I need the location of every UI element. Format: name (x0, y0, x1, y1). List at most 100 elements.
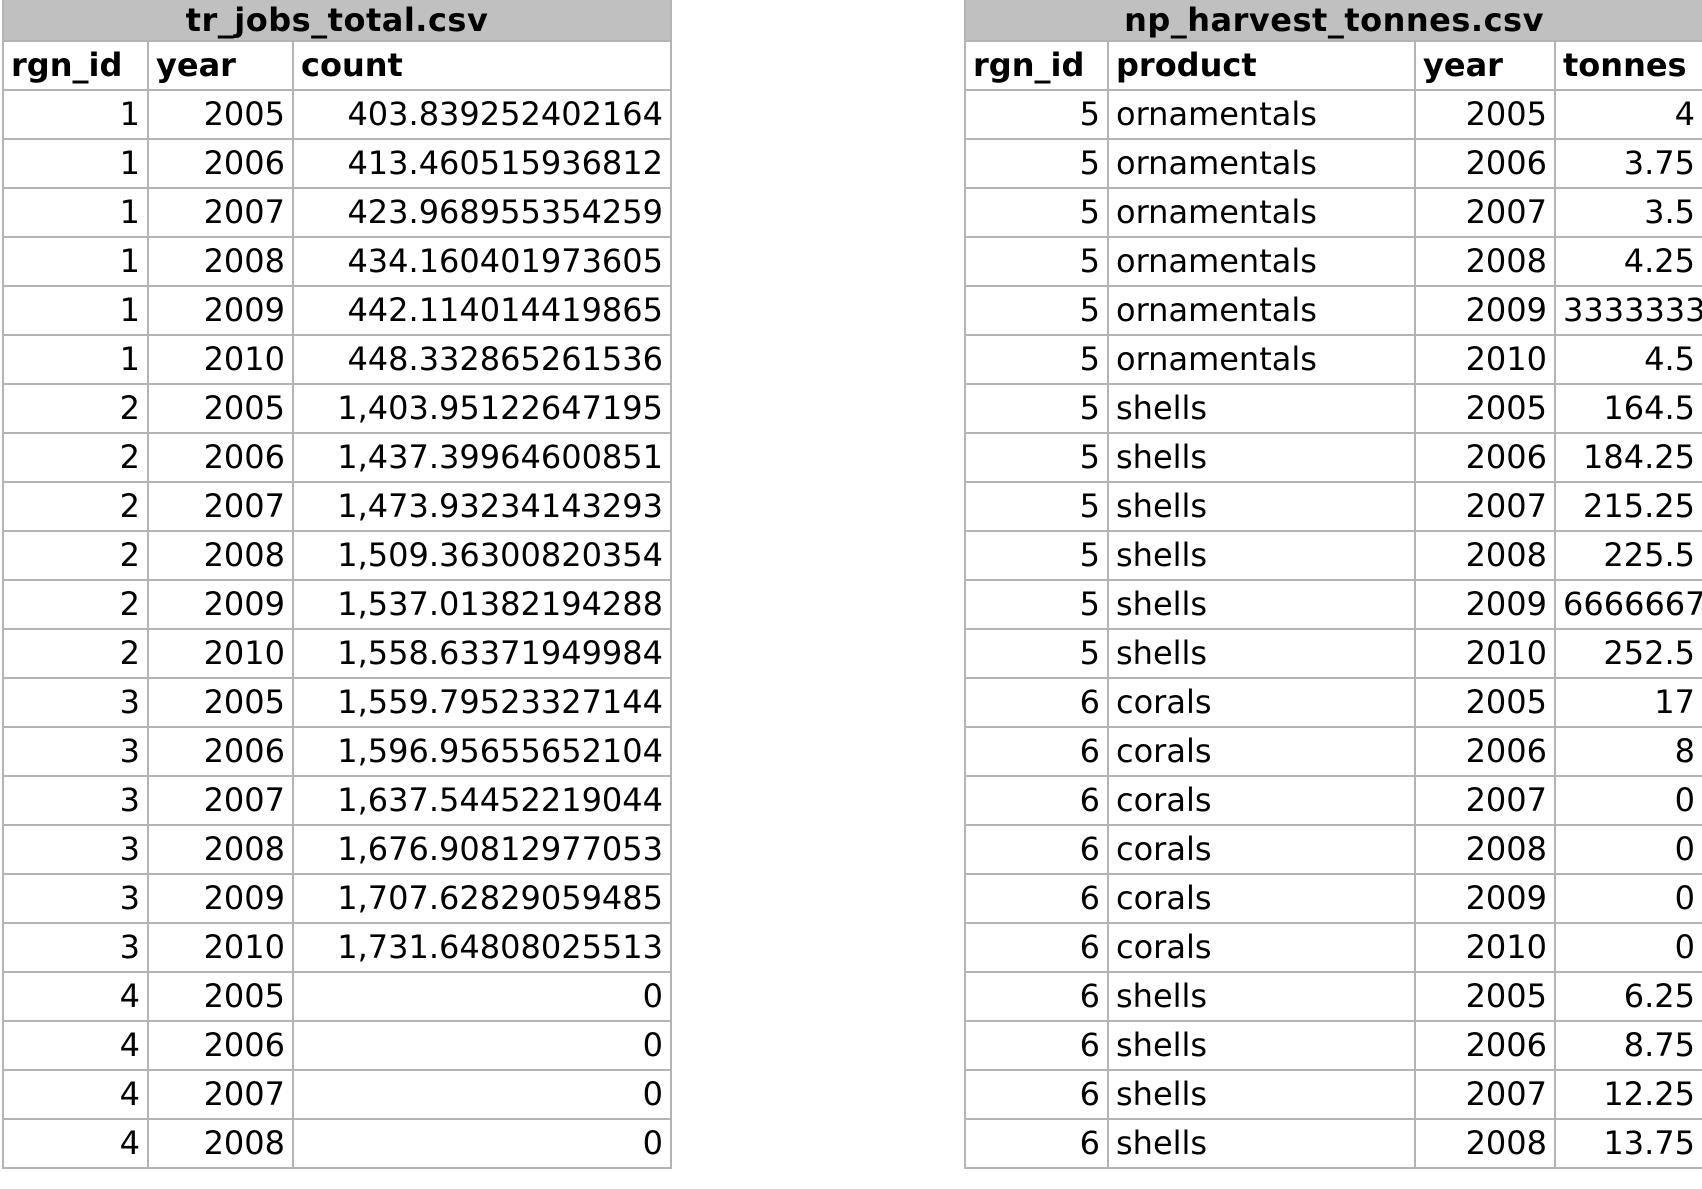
table-row: 5 ornamentals 2009 3333333 (964, 285, 1702, 336)
table-row: 6 corals 2007 0 (964, 775, 1702, 826)
cell-product: ornamentals (1107, 89, 1416, 140)
table-row: 4 2006 0 (2, 1020, 672, 1071)
cell-rgn-id: 3 (2, 775, 149, 826)
cell-year: 2008 (147, 824, 294, 875)
cell-rgn-id: 6 (964, 677, 1109, 728)
cell-count: 423.968955354259 (292, 187, 672, 238)
cell-product: shells (1107, 1118, 1416, 1169)
table-row: 6 corals 2010 0 (964, 922, 1702, 973)
cell-count: 1,437.39964600851 (292, 432, 672, 483)
cell-count: 0 (292, 971, 672, 1022)
cell-year: 2010 (147, 334, 294, 385)
table-row: 2 2010 1,558.63371949984 (2, 628, 672, 679)
cell-rgn-id: 4 (2, 1069, 149, 1120)
cell-tonnes: 184.25 (1554, 432, 1702, 483)
cell-year: 2008 (1414, 824, 1556, 875)
cell-year: 2009 (147, 579, 294, 630)
column-header-tonnes: tonnes (1554, 40, 1702, 91)
cell-year: 2006 (147, 432, 294, 483)
cell-year: 2008 (147, 236, 294, 287)
cell-product: ornamentals (1107, 334, 1416, 385)
cell-rgn-id: 5 (964, 187, 1109, 238)
cell-year: 2005 (147, 677, 294, 728)
cell-product: corals (1107, 873, 1416, 924)
cell-year: 2007 (147, 1069, 294, 1120)
cell-tonnes: 4 (1554, 89, 1702, 140)
cell-rgn-id: 1 (2, 285, 149, 336)
cell-rgn-id: 1 (2, 138, 149, 189)
cell-count: 0 (292, 1118, 672, 1169)
table-row: 2 2008 1,509.36300820354 (2, 530, 672, 581)
cell-tonnes: 3.5 (1554, 187, 1702, 238)
cell-product: corals (1107, 726, 1416, 777)
table-row: 2 2007 1,473.93234143293 (2, 481, 672, 532)
cell-year: 2008 (1414, 236, 1556, 287)
cell-rgn-id: 1 (2, 334, 149, 385)
cell-rgn-id: 4 (2, 971, 149, 1022)
cell-rgn-id: 3 (2, 922, 149, 973)
table-row: 1 2006 413.460515936812 (2, 138, 672, 189)
table-row: 2 2009 1,537.01382194288 (2, 579, 672, 630)
cell-year: 2006 (147, 726, 294, 777)
cell-rgn-id: 1 (2, 236, 149, 287)
table-row: 5 ornamentals 2008 4.25 (964, 236, 1702, 287)
table-row: 1 2009 442.114014419865 (2, 285, 672, 336)
table-title: tr_jobs_total.csv (2, 0, 672, 42)
table-row: 5 ornamentals 2010 4.5 (964, 334, 1702, 385)
cell-rgn-id: 5 (964, 383, 1109, 434)
cell-rgn-id: 5 (964, 138, 1109, 189)
cell-year: 2008 (147, 1118, 294, 1169)
cell-rgn-id: 5 (964, 285, 1109, 336)
cell-year: 2005 (1414, 89, 1556, 140)
cell-rgn-id: 3 (2, 873, 149, 924)
table-row: 1 2008 434.160401973605 (2, 236, 672, 287)
cell-tonnes: 8 (1554, 726, 1702, 777)
cell-year: 2008 (1414, 1118, 1556, 1169)
cell-count: 413.460515936812 (292, 138, 672, 189)
cell-count: 1,637.54452219044 (292, 775, 672, 826)
table-row: 1 2005 403.839252402164 (2, 89, 672, 140)
column-header-rgn-id: rgn_id (2, 40, 149, 91)
table-row: 6 corals 2005 17 (964, 677, 1702, 728)
table-row: 4 2008 0 (2, 1118, 672, 1169)
cell-rgn-id: 5 (964, 236, 1109, 287)
table-row: 5 ornamentals 2005 4 (964, 89, 1702, 140)
table-body: 5 ornamentals 2005 4 5 ornamentals 2006 3.75 5 or… (964, 89, 1702, 1169)
cell-tonnes: 6.25 (1554, 971, 1702, 1022)
cell-year: 2009 (1414, 873, 1556, 924)
table-row: 1 2007 423.968955354259 (2, 187, 672, 238)
cell-tonnes: 12.25 (1554, 1069, 1702, 1120)
cell-year: 2009 (147, 285, 294, 336)
cell-tonnes: 6666667 (1554, 579, 1702, 630)
cell-rgn-id: 2 (2, 383, 149, 434)
table-row: 5 shells 2007 215.25 (964, 481, 1702, 532)
cell-product: corals (1107, 677, 1416, 728)
table-row: 2 2006 1,437.39964600851 (2, 432, 672, 483)
cell-year: 2007 (1414, 481, 1556, 532)
cell-rgn-id: 1 (2, 187, 149, 238)
cell-product: shells (1107, 971, 1416, 1022)
cell-rgn-id: 6 (964, 1020, 1109, 1071)
cell-year: 2006 (147, 1020, 294, 1071)
cell-count: 0 (292, 1069, 672, 1120)
cell-rgn-id: 5 (964, 628, 1109, 679)
cell-tonnes: 13.75 (1554, 1118, 1702, 1169)
cell-count: 1,537.01382194288 (292, 579, 672, 630)
cell-year: 2008 (147, 530, 294, 581)
cell-year: 2005 (147, 971, 294, 1022)
table-row: 6 corals 2008 0 (964, 824, 1702, 875)
cell-tonnes: 0 (1554, 873, 1702, 924)
cell-count: 403.839252402164 (292, 89, 672, 140)
table-row: 5 shells 2010 252.5 (964, 628, 1702, 679)
cell-rgn-id: 5 (964, 89, 1109, 140)
table-row: 2 2005 1,403.95122647195 (2, 383, 672, 434)
column-header-year: year (1414, 40, 1556, 91)
cell-rgn-id: 2 (2, 432, 149, 483)
table-row: 6 shells 2007 12.25 (964, 1069, 1702, 1120)
cell-product: shells (1107, 383, 1416, 434)
cell-year: 2010 (1414, 334, 1556, 385)
cell-rgn-id: 5 (964, 530, 1109, 581)
cell-tonnes: 8.75 (1554, 1020, 1702, 1071)
cell-count: 442.114014419865 (292, 285, 672, 336)
cell-rgn-id: 6 (964, 1118, 1109, 1169)
